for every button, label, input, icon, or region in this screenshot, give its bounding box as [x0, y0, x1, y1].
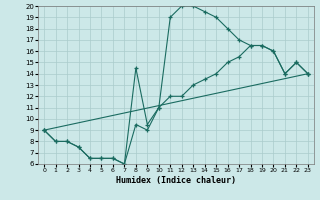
X-axis label: Humidex (Indice chaleur): Humidex (Indice chaleur)	[116, 176, 236, 185]
